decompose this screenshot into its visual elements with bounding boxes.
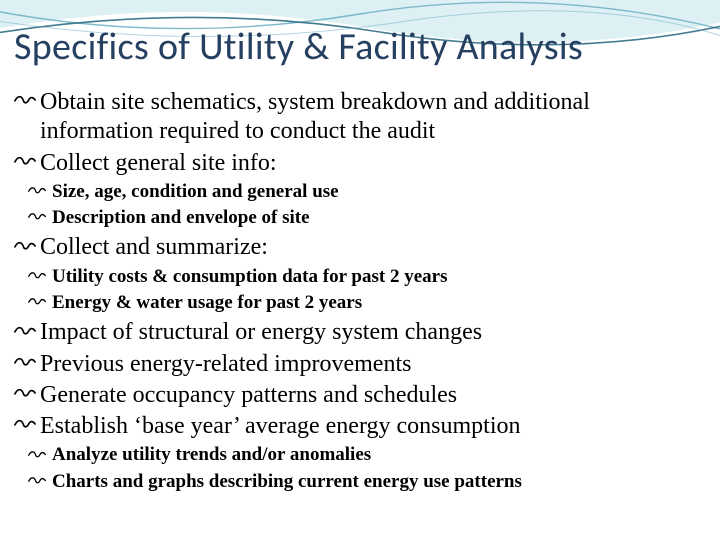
bullet-lvl1-text: Collect and summarize:: [40, 234, 268, 260]
bullet-lvl1: Impact of structural or energy system ch…: [14, 318, 702, 347]
scribble-bullet-icon: [14, 238, 36, 254]
sub-bullets: Size, age, condition and general use Desc…: [28, 180, 702, 231]
bullet-lvl2: Analyze utility trends and/or anomalies: [28, 443, 702, 467]
bullet-lvl2: Energy & water usage for past 2 years: [28, 291, 702, 315]
bullet-lvl1-text: Previous energy-related improvements: [40, 351, 411, 377]
scribble-bullet-icon: [14, 385, 36, 401]
bullet-lvl1-text: Obtain site schematics, system breakdown…: [40, 89, 590, 144]
bullet-lvl2-text: Charts and graphs describing current ene…: [52, 471, 522, 492]
bullet-lvl2-text: Utility costs & consumption data for pas…: [52, 266, 447, 287]
bullet-lvl2: Utility costs & consumption data for pas…: [28, 265, 702, 289]
scribble-bullet-icon: [28, 474, 46, 487]
scribble-bullet-icon: [28, 184, 46, 197]
scribble-bullet-icon: [28, 448, 46, 461]
scribble-bullet-icon: [28, 295, 46, 308]
bullet-lvl1: Collect and summarize:: [14, 233, 702, 262]
slide-title: Specifics of Utility & Facility Analysis: [14, 24, 702, 70]
bullet-lvl1-text: Establish ‘base year’ average energy con…: [40, 413, 521, 439]
sub-bullets: Analyze utility trends and/or anomalies C…: [28, 443, 702, 494]
bullet-lvl2-text: Energy & water usage for past 2 years: [52, 292, 362, 313]
scribble-bullet-icon: [14, 416, 36, 432]
bullet-lvl2: Description and envelope of site: [28, 206, 702, 230]
bullet-lvl1-text: Impact of structural or energy system ch…: [40, 319, 482, 345]
scribble-bullet-icon: [14, 153, 36, 169]
bullet-lvl1-text: Generate occupancy patterns and schedule…: [40, 382, 457, 408]
scribble-bullet-icon: [14, 354, 36, 370]
slide-bullets: Obtain site schematics, system breakdown…: [14, 88, 702, 494]
bullet-lvl1: Previous energy-related improvements: [14, 350, 702, 379]
bullet-lvl2: Charts and graphs describing current ene…: [28, 470, 702, 494]
bullet-lvl2-text: Analyze utility trends and/or anomalies: [52, 444, 371, 465]
bullet-lvl1: Establish ‘base year’ average energy con…: [14, 412, 702, 441]
bullet-lvl1: Obtain site schematics, system breakdown…: [14, 88, 702, 147]
bullet-lvl1: Generate occupancy patterns and schedule…: [14, 381, 702, 410]
sub-bullets: Utility costs & consumption data for pas…: [28, 265, 702, 316]
bullet-lvl2-text: Size, age, condition and general use: [52, 181, 339, 202]
scribble-bullet-icon: [14, 92, 36, 108]
bullet-lvl1-text: Collect general site info:: [40, 150, 277, 176]
scribble-bullet-icon: [28, 210, 46, 223]
scribble-bullet-icon: [28, 269, 46, 282]
slide-content: Specifics of Utility & Facility Analysis…: [0, 0, 720, 494]
bullet-lvl2-text: Description and envelope of site: [52, 207, 310, 228]
bullet-lvl2: Size, age, condition and general use: [28, 180, 702, 204]
bullet-lvl1: Collect general site info:: [14, 149, 702, 178]
scribble-bullet-icon: [14, 323, 36, 339]
